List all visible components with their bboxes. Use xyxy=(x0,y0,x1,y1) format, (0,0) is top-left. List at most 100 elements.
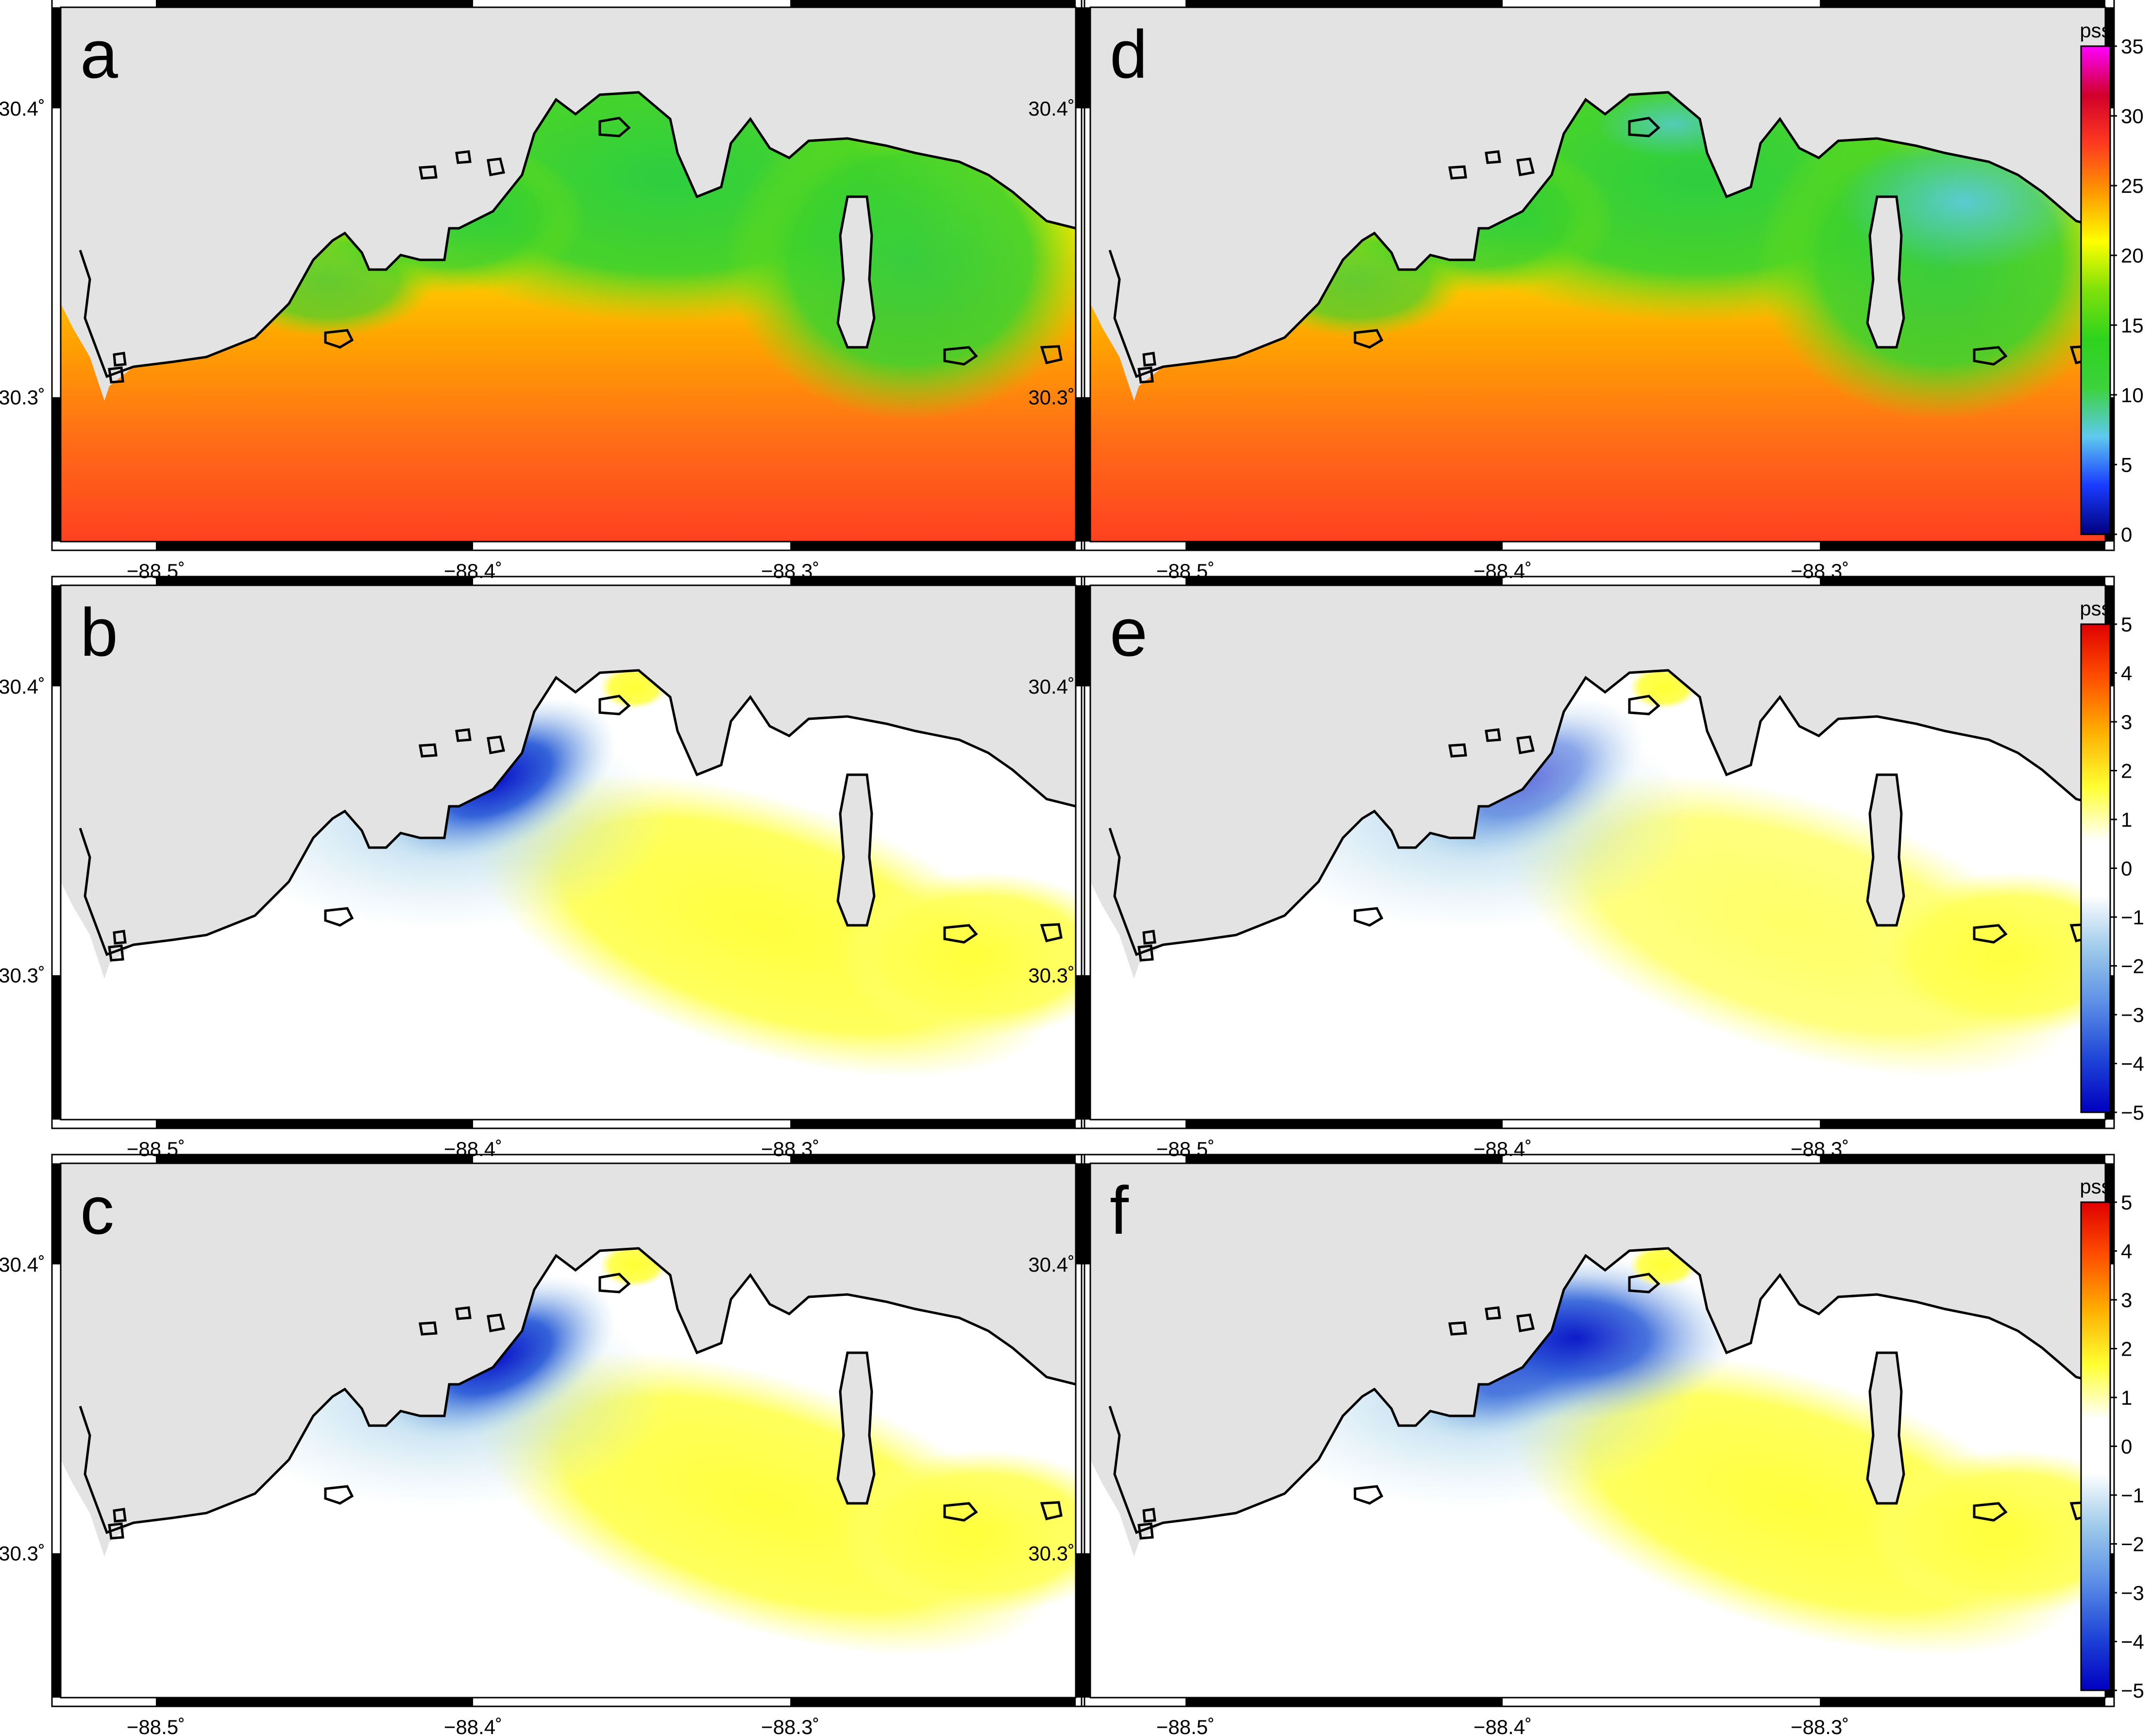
colorbar-tick-label: 25 xyxy=(2121,174,2144,197)
map-frame xyxy=(51,1154,1085,1707)
colorbar-tick-label: −5 xyxy=(2121,1679,2144,1702)
small-island xyxy=(419,165,438,180)
small-island xyxy=(1485,150,1501,164)
colorbar-tick-label: 4 xyxy=(2121,662,2132,685)
small-island xyxy=(598,695,631,715)
y-tick-label: 30.3˚ xyxy=(0,964,45,987)
colorbar-tick-label: 5 xyxy=(2121,613,2132,636)
small-island xyxy=(598,117,631,137)
small-island xyxy=(1142,930,1156,945)
small-island xyxy=(598,1273,631,1293)
colorbar-tick-label: 3 xyxy=(2121,711,2132,733)
small-island xyxy=(1354,907,1384,927)
small-island xyxy=(487,157,506,176)
small-island xyxy=(419,743,438,758)
small-island xyxy=(113,930,127,945)
x-tick-label: −88.3˚ xyxy=(1791,1716,1849,1736)
barrier-island xyxy=(1866,1351,1905,1505)
small-island xyxy=(1142,1508,1156,1523)
small-island xyxy=(1516,735,1535,754)
land-mask xyxy=(61,585,1076,979)
land-mask xyxy=(61,1163,1076,1557)
colorbar-tick-label: 0 xyxy=(2121,1435,2132,1458)
small-island xyxy=(108,366,124,384)
map-panel-c: −88.5˚ −88.4˚ −88.3˚ 30.4˚ 30.3˚ c xyxy=(0,1154,1085,1736)
y-tick-label: 30.4˚ xyxy=(0,97,45,120)
panel-label: d xyxy=(1110,16,1148,92)
colorbar-tick-label: −2 xyxy=(2121,955,2144,978)
small-island xyxy=(324,1485,354,1505)
colorbar-unit: pss xyxy=(2080,1175,2111,1198)
colorbar-tick-label: 2 xyxy=(2121,1338,2132,1361)
small-island xyxy=(1485,1306,1501,1320)
small-island xyxy=(108,944,124,962)
small-island xyxy=(108,1522,124,1540)
coastline xyxy=(1108,1247,2105,1534)
map-frame xyxy=(51,576,1085,1129)
panel-label: f xyxy=(1110,1172,1129,1248)
small-island xyxy=(455,1306,472,1320)
small-island xyxy=(1448,743,1467,758)
small-island xyxy=(1628,695,1660,715)
map-panel-f: −88.5˚ −88.4˚ −88.3˚ 30.4˚ 30.3˚ f xyxy=(1028,1154,2115,1736)
colorbar-tick-label: 1 xyxy=(2121,1386,2132,1409)
small-island xyxy=(1040,345,1063,364)
small-island xyxy=(1516,157,1535,176)
colorbar-tick-label: 0 xyxy=(2121,857,2132,880)
small-island xyxy=(943,1502,978,1522)
y-tick-label: 30.3˚ xyxy=(0,1542,45,1565)
colorbar-tick-label: 15 xyxy=(2121,314,2144,337)
x-tick-label: −88.4˚ xyxy=(1474,1716,1532,1736)
y-tick-label: 30.4˚ xyxy=(1028,675,1075,698)
y-tick-label: 30.4˚ xyxy=(0,675,45,698)
land-mask xyxy=(61,7,1076,401)
small-island xyxy=(1628,117,1660,137)
y-tick-label: 30.3˚ xyxy=(1028,964,1075,987)
small-island xyxy=(1448,165,1467,180)
colorbar-tick-label: 35 xyxy=(2121,35,2144,58)
x-tick-label: −88.5˚ xyxy=(127,1716,185,1736)
small-island xyxy=(113,352,127,367)
colorbar-scale xyxy=(2080,623,2111,1113)
barrier-island xyxy=(1866,773,1905,927)
y-tick-label: 30.3˚ xyxy=(1028,386,1075,409)
map-panel-a: −88.5˚ −88.4˚ −88.3˚30.4˚30.3˚a xyxy=(0,0,1085,582)
y-tick-label: 30.3˚ xyxy=(0,386,45,409)
colorbar-tick-label: 30 xyxy=(2121,105,2144,128)
small-island xyxy=(1040,1501,1063,1520)
colorbar-tick-label: 2 xyxy=(2121,760,2132,783)
barrier-island xyxy=(836,773,876,927)
colorbar-tick-label: 0 xyxy=(2121,523,2132,546)
small-island xyxy=(455,728,472,742)
barrier-island xyxy=(1866,195,1905,349)
colorbar-tick-label: −4 xyxy=(2121,1053,2144,1075)
x-tick-label: −88.4˚ xyxy=(444,1716,502,1736)
map-panel-e: −88.5˚ −88.4˚ −88.3˚30.4˚30.3˚e xyxy=(1028,576,2115,1160)
small-island xyxy=(943,924,978,944)
colorbar-tick-label: 20 xyxy=(2121,244,2144,267)
colorbar: −5 −4 −3 −2 −1 0 1 2 3 4 5 pss xyxy=(2080,1175,2144,1702)
colorbar-scale xyxy=(2080,45,2111,535)
colorbar-tick-label: −5 xyxy=(2121,1101,2144,1124)
colorbar-tick-label: −2 xyxy=(2121,1533,2144,1556)
colorbar-tick-label: −4 xyxy=(2121,1631,2144,1653)
small-island xyxy=(1040,923,1063,942)
small-island xyxy=(113,1508,127,1523)
y-tick-label: 30.4˚ xyxy=(1028,1253,1075,1276)
barrier-island xyxy=(836,1351,876,1505)
y-tick-label: 30.4˚ xyxy=(0,1253,45,1276)
colorbar-tick-label: −1 xyxy=(2121,1484,2144,1507)
small-island xyxy=(487,735,506,754)
colorbar-tick-label: 3 xyxy=(2121,1289,2132,1311)
colorbar: −5 −4 −3 −2 −1 0 1 2 3 4 5 pss xyxy=(2080,597,2144,1124)
small-island xyxy=(455,150,472,164)
map-frame xyxy=(1081,1154,2115,1707)
small-island xyxy=(1137,366,1154,384)
small-island xyxy=(324,329,354,349)
coastline xyxy=(79,91,1076,378)
small-island xyxy=(1973,924,2008,944)
map-panel-d: −88.5˚ −88.4˚ −88.3˚30.4˚30.3˚d xyxy=(1028,0,2115,582)
small-island xyxy=(1973,346,2008,366)
small-island xyxy=(1628,1273,1660,1293)
